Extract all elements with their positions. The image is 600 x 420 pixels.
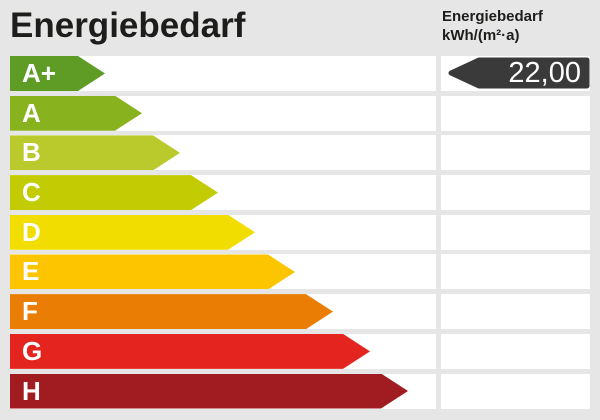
value-cell	[441, 175, 590, 211]
band-bar: A+	[10, 56, 105, 91]
band-bar: B	[10, 135, 180, 170]
scale-row: F	[0, 294, 600, 330]
band-letter: G	[22, 335, 43, 366]
band-bar: G	[10, 334, 370, 369]
value-cell	[441, 254, 590, 290]
band-letter: F	[22, 296, 38, 327]
scale-row: B	[0, 135, 600, 171]
band-track: H	[10, 373, 436, 409]
band-bar: C	[10, 175, 218, 210]
value-arrow: 22,00	[448, 57, 590, 89]
scale-row: G	[0, 333, 600, 369]
band-letter: D	[22, 216, 41, 247]
band-track: A	[10, 95, 436, 131]
band-bar: H	[10, 374, 408, 409]
scale-row: C	[0, 175, 600, 211]
left-arrow-icon	[448, 57, 590, 89]
scale-row: A	[0, 95, 600, 131]
band-bar: A	[10, 96, 142, 131]
band-letter: A	[22, 97, 41, 128]
value-cell	[441, 135, 590, 171]
value-cell	[441, 214, 590, 250]
band-track: D	[10, 214, 436, 250]
scale-row: A+ 22,00	[0, 56, 600, 91]
value-text: 22,00	[508, 57, 581, 89]
band-letter: B	[22, 137, 41, 168]
band-letter: E	[22, 256, 40, 287]
unit-header-unit: kWh/(m²·a)	[442, 27, 520, 44]
value-cell	[441, 373, 590, 409]
band-letter: A+	[22, 58, 56, 88]
band-bar: D	[10, 215, 255, 250]
band-track: E	[10, 254, 436, 290]
band-track: A+	[10, 56, 436, 91]
value-cell	[441, 95, 590, 131]
band-track: B	[10, 135, 436, 171]
value-cell	[441, 333, 590, 369]
unit-header-title: Energiebedarf	[442, 8, 543, 25]
scale-row: H	[0, 373, 600, 409]
unit-header: Energiebedarf kWh/(m²·a)	[442, 7, 543, 45]
scale-row: E	[0, 254, 600, 290]
band-track: F	[10, 294, 436, 330]
band-track: C	[10, 175, 436, 211]
band-letter: C	[22, 177, 41, 208]
band-letter: H	[22, 375, 41, 406]
scale: A+ 22,00 A B C	[0, 56, 600, 413]
value-cell	[441, 294, 590, 330]
band-track: G	[10, 333, 436, 369]
band-bar: F	[10, 294, 333, 329]
value-cell: 22,00	[441, 56, 590, 91]
scale-row: D	[0, 214, 600, 250]
band-bar: E	[10, 254, 295, 289]
page-title: Energiebedarf	[10, 6, 246, 45]
